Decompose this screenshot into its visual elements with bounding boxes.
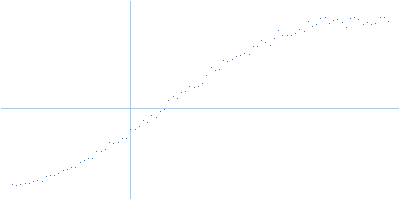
Point (262, 41, 269, 44)
Point (182, 90, 188, 93)
Point (123, 137, 129, 140)
Point (106, 140, 112, 144)
Point (258, 38, 264, 41)
Point (140, 118, 146, 121)
Point (51, 174, 58, 177)
Point (351, 16, 358, 19)
Point (22, 181, 28, 184)
Point (157, 109, 163, 113)
Point (326, 21, 332, 25)
Point (81, 159, 87, 162)
Point (355, 17, 362, 21)
Point (85, 156, 91, 159)
Point (309, 25, 315, 28)
Point (330, 19, 336, 22)
Point (72, 165, 78, 169)
Point (47, 174, 53, 177)
Point (380, 15, 387, 18)
Point (313, 22, 319, 25)
Point (254, 44, 260, 47)
Point (55, 171, 62, 175)
Point (152, 115, 159, 119)
Point (338, 20, 345, 23)
Point (334, 17, 340, 20)
Point (119, 136, 125, 139)
Point (30, 180, 36, 183)
Point (42, 175, 49, 178)
Point (169, 95, 176, 98)
Point (165, 98, 172, 102)
Point (161, 107, 167, 111)
Point (224, 60, 231, 63)
Point (110, 141, 116, 144)
Point (347, 16, 353, 20)
Point (342, 26, 349, 29)
Point (322, 16, 328, 19)
Point (300, 30, 307, 33)
Point (220, 58, 226, 61)
Point (38, 179, 45, 182)
Point (174, 96, 180, 99)
Point (317, 17, 324, 20)
Point (376, 15, 383, 19)
Point (34, 179, 40, 182)
Point (64, 168, 70, 171)
Point (228, 58, 235, 61)
Point (13, 183, 20, 187)
Point (186, 85, 193, 88)
Point (195, 84, 201, 88)
Point (98, 149, 104, 152)
Point (292, 32, 298, 35)
Point (372, 21, 378, 25)
Point (178, 90, 184, 94)
Point (114, 141, 121, 144)
Point (241, 51, 248, 55)
Point (296, 28, 302, 31)
Point (199, 82, 205, 85)
Point (216, 67, 222, 70)
Point (144, 121, 150, 124)
Point (9, 182, 15, 185)
Point (102, 147, 108, 150)
Point (237, 53, 243, 56)
Point (245, 52, 252, 56)
Point (127, 127, 134, 131)
Point (60, 169, 66, 172)
Point (233, 55, 239, 58)
Point (360, 23, 366, 26)
Point (131, 127, 138, 130)
Point (203, 73, 210, 77)
Point (26, 182, 32, 185)
Point (364, 20, 370, 23)
Point (250, 44, 256, 48)
Point (136, 125, 142, 128)
Point (385, 19, 391, 22)
Point (89, 157, 96, 160)
Point (17, 182, 24, 186)
Point (288, 33, 294, 37)
Point (212, 68, 218, 71)
Point (271, 36, 277, 39)
Point (266, 44, 273, 47)
Point (279, 34, 286, 37)
Point (93, 149, 100, 152)
Point (284, 34, 290, 37)
Point (368, 22, 374, 25)
Point (275, 29, 281, 32)
Point (76, 161, 83, 164)
Point (68, 166, 74, 169)
Point (304, 19, 311, 23)
Point (207, 66, 214, 69)
Point (148, 113, 155, 116)
Point (190, 85, 197, 88)
